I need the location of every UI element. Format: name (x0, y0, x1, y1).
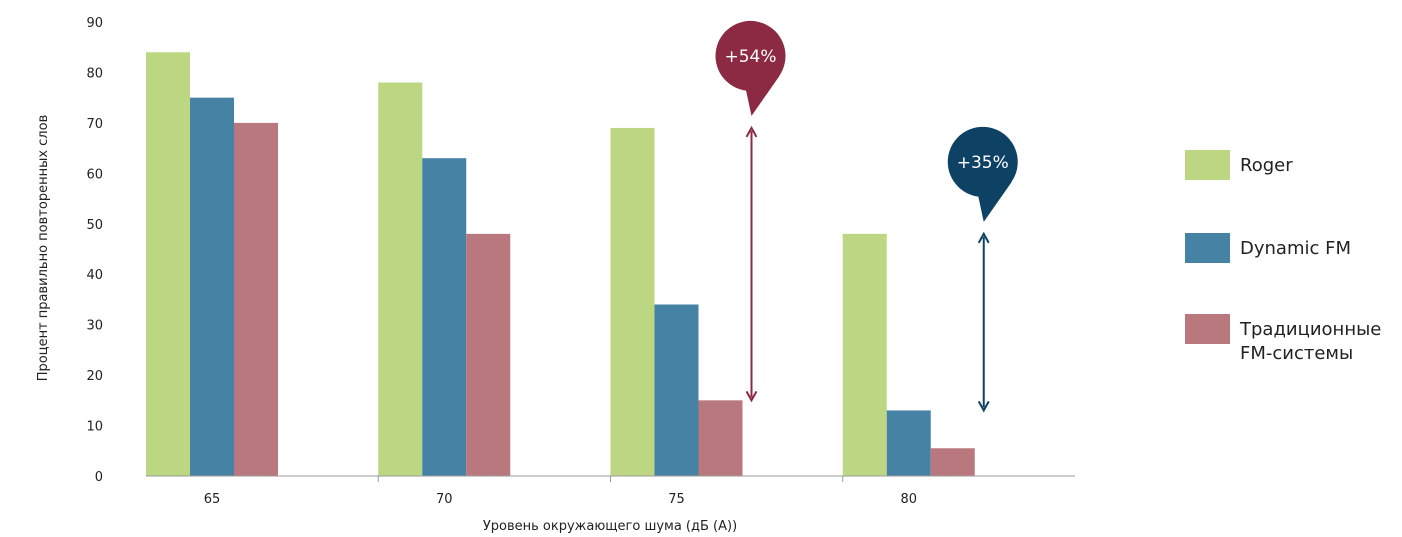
callout-bubble (947, 126, 1018, 197)
callout-tail (745, 75, 780, 116)
legend-label: Традиционные FM-системы (1240, 319, 1382, 364)
annotation-arrowhead-down (977, 400, 990, 413)
legend-swatch (1185, 150, 1230, 180)
legend-swatch (1185, 233, 1230, 263)
y-tick-label: 70 (86, 117, 103, 132)
bar (190, 97, 234, 477)
y-tick-label: 90 (86, 16, 103, 31)
bar (654, 304, 699, 476)
y-tick-label: 80 (86, 66, 103, 81)
y-axis-ticks: 0 10 20 30 40 50 60 70 80 90 (86, 16, 103, 485)
bar (234, 122, 278, 476)
bar (610, 127, 655, 476)
y-tick-label: 30 (86, 319, 103, 334)
y-tick-label: 40 (86, 268, 103, 283)
bar (698, 400, 743, 476)
bar (422, 158, 467, 476)
x-axis-title: Уровень окружающего шума (дБ (А)) (483, 519, 737, 534)
bar (378, 82, 423, 477)
x-axis: 65 70 75 80 (146, 475, 1075, 507)
x-tick-label: 65 (204, 492, 221, 507)
callout-tail (977, 181, 1012, 222)
legend-swatch (1185, 314, 1230, 344)
x-tick-label: 80 (900, 492, 917, 507)
legend-label: Roger (1240, 155, 1293, 176)
x-tick-label: 70 (436, 492, 453, 507)
callout-bubble (715, 20, 786, 91)
legend-label: Dynamic FM (1240, 238, 1351, 259)
annotations: +54% +35% (715, 20, 1018, 413)
bar (930, 448, 975, 476)
callout-label: +54% (724, 47, 776, 67)
callout-label: +35% (957, 153, 1009, 173)
annotation-arrowhead-down (745, 390, 758, 403)
y-tick-label: 20 (86, 369, 103, 384)
y-tick-label: 60 (86, 167, 103, 182)
y-axis-title: Процент правильно повторенных слов (36, 115, 51, 381)
bar (146, 52, 190, 477)
bar (886, 410, 931, 476)
x-tick-label: 75 (668, 492, 685, 507)
bars (146, 52, 975, 477)
y-tick-label: 0 (95, 470, 103, 485)
annotation-arrowhead-up (977, 231, 990, 244)
annotation-arrowhead-up (745, 125, 758, 138)
bar (842, 233, 887, 476)
y-tick-label: 10 (86, 420, 103, 435)
y-tick-label: 50 (86, 218, 103, 233)
bar (466, 233, 511, 476)
